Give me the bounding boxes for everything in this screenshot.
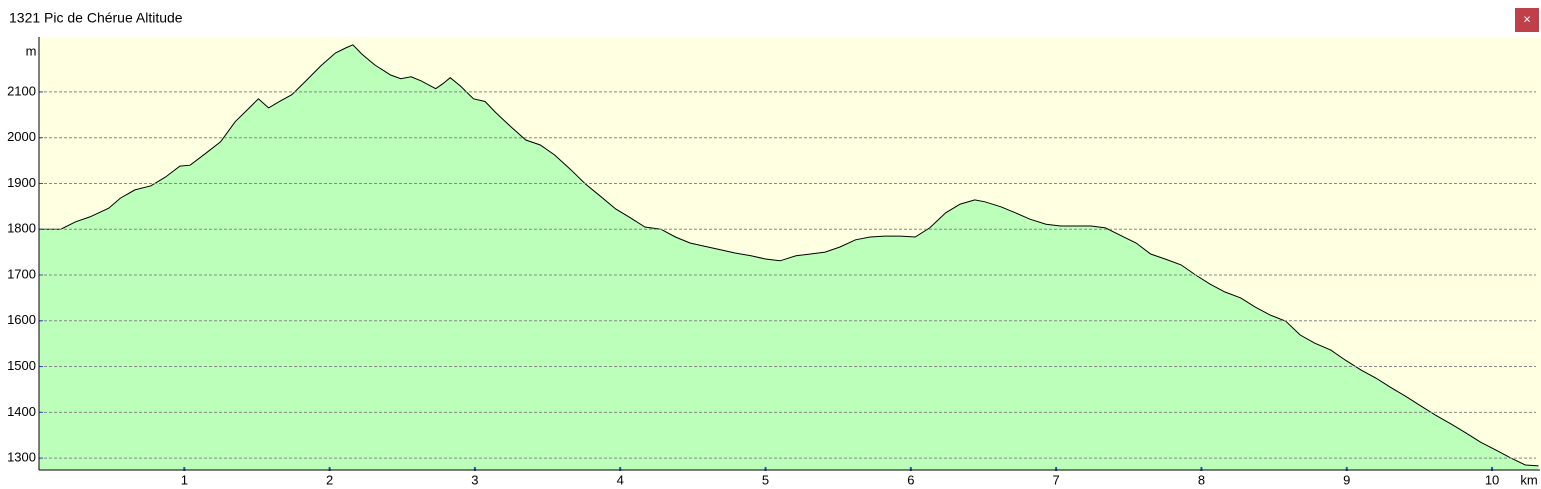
close-button[interactable] — [1515, 8, 1539, 32]
close-icon[interactable]: × — [1523, 11, 1531, 26]
y-tick-label: 1700 — [7, 266, 36, 281]
area-fill — [39, 44, 1539, 471]
x-tick-label: 7 — [1053, 472, 1060, 487]
x-axis-unit: km — [1520, 472, 1537, 487]
x-tick-label: 10 — [1485, 472, 1499, 487]
x-tick-label: 3 — [471, 472, 478, 487]
profile-line — [39, 44, 1539, 467]
x-tick-label: 9 — [1343, 472, 1350, 487]
window-title: 1321 Pic de Chérue Altitude — [9, 10, 183, 26]
x-tick-label: 4 — [617, 472, 624, 487]
y-axis-unit: m — [26, 43, 37, 58]
x-tick-label: 5 — [762, 472, 769, 487]
y-tick-label: 1500 — [7, 358, 36, 373]
title-bar — [0, 0, 1541, 37]
x-tick-label: 8 — [1198, 472, 1205, 487]
x-tick-label: 2 — [326, 472, 333, 487]
y-tick-label: 1600 — [7, 312, 36, 327]
y-tick-label: 1400 — [7, 404, 36, 419]
y-tick-label: 2100 — [7, 83, 36, 98]
x-tick-label: 6 — [907, 472, 914, 487]
y-tick-label: 1900 — [7, 175, 36, 190]
y-tick-label: 2000 — [7, 129, 36, 144]
y-tick-label: 1800 — [7, 221, 36, 236]
x-tick-label: 1 — [181, 472, 188, 487]
y-tick-label: 1300 — [7, 450, 36, 465]
